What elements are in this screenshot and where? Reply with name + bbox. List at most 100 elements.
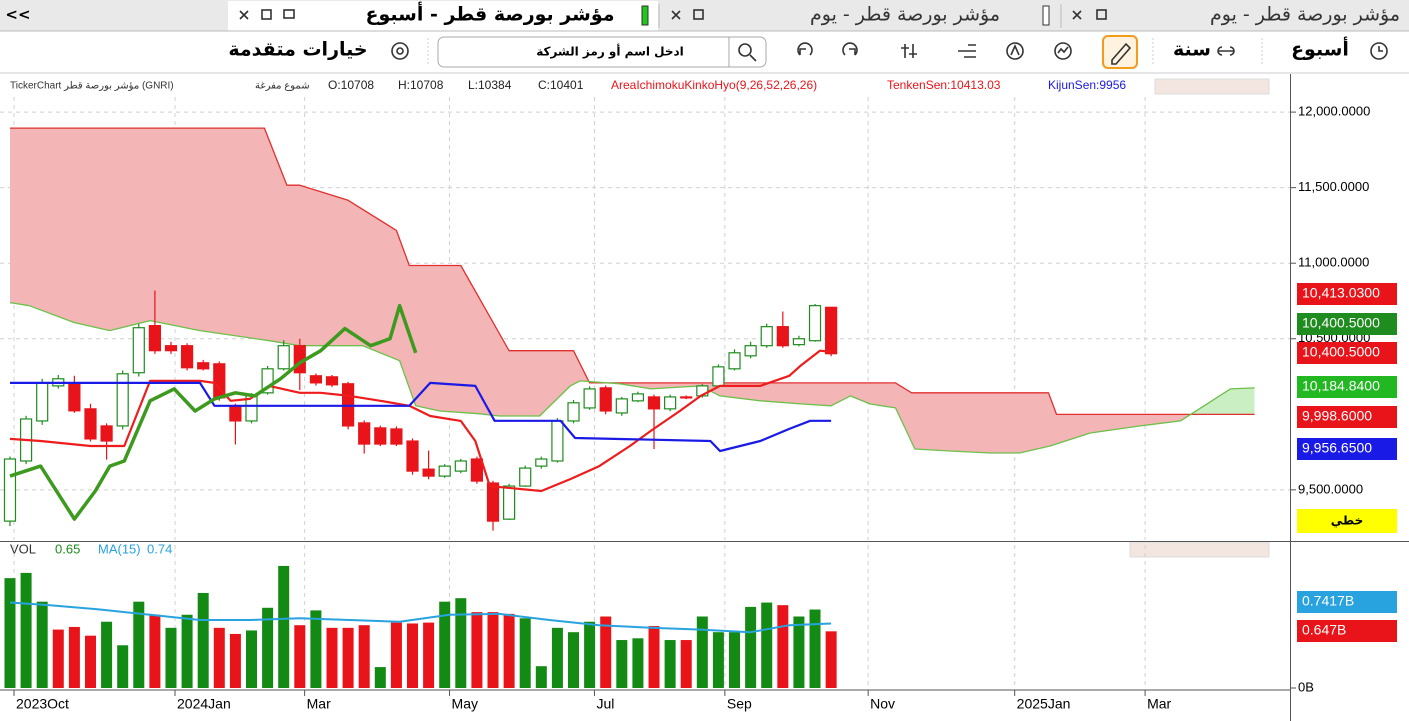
x-tick-label: 2023Oct [16, 696, 69, 712]
indicator-line [9, 349, 832, 493]
x-tick-label: 2025Jan [1017, 696, 1071, 712]
candle-body [470, 458, 484, 482]
candle-body [728, 352, 741, 370]
candle-body [36, 382, 49, 422]
price-tag [1297, 283, 1397, 305]
volume-bar [568, 632, 580, 688]
tab-color-marker [641, 5, 649, 26]
candle-body [503, 485, 516, 520]
candle-body [712, 366, 725, 387]
volume-bar [648, 626, 660, 688]
volume-bar [551, 627, 563, 688]
volume-bar [471, 612, 483, 688]
search-icon[interactable] [738, 43, 757, 62]
volume-bar [729, 632, 741, 688]
price-tag-label: 10,400.5000 [1302, 315, 1380, 331]
candle-body [760, 326, 773, 347]
x-tick-label: May [452, 696, 478, 712]
senkou-span-a [9, 301, 1255, 454]
volume-bar [133, 601, 145, 688]
candle-body [519, 467, 532, 487]
candle-body [825, 306, 838, 355]
volume-bar [52, 629, 64, 688]
range-icon[interactable] [1217, 46, 1235, 56]
tab-icons[interactable] [1072, 9, 1107, 20]
period-year[interactable]: سنة [1173, 39, 1211, 61]
indicator-line [10, 381, 832, 453]
candle-body [438, 465, 451, 477]
volume-bar [358, 625, 370, 688]
toolbar-icons[interactable] [901, 42, 1072, 60]
volume-legend-name: VOL [10, 541, 36, 556]
candle-body [68, 383, 81, 412]
x-tick-label: 2024Jan [177, 696, 231, 712]
candle-body [261, 368, 274, 394]
volume-bar [423, 622, 435, 688]
search-box[interactable] [437, 36, 767, 68]
clock-icon[interactable] [1370, 42, 1388, 60]
legend-controls [1154, 78, 1270, 95]
tab-label[interactable]: مؤشر بورصة قطر - يوم [810, 4, 1000, 26]
tab-color-marker [1042, 5, 1050, 26]
volume-bar [262, 607, 274, 688]
volume-bar [439, 601, 451, 688]
candle-body [390, 428, 403, 445]
candle-body [583, 388, 596, 409]
price-tag [1297, 376, 1397, 398]
candle-body [486, 482, 500, 522]
legend-name: TickerChart مؤشر بورصة قطر (GNRI) [10, 81, 174, 92]
candle-body [100, 425, 113, 442]
undo-redo[interactable] [797, 42, 858, 56]
collapse-button[interactable]: << [5, 6, 30, 24]
volume-bar [310, 610, 322, 688]
legend-low: L:10384 [468, 78, 512, 92]
senkou-span-b [10, 127, 1255, 416]
candle-body [358, 422, 371, 445]
legend-tenkan: TenkenSen:10413.03 [887, 78, 1001, 92]
volume-bar [20, 572, 32, 688]
tab-label[interactable]: مؤشر بورصة قطر - يوم [1210, 4, 1400, 26]
volume-bar [181, 614, 193, 688]
volume-bar [600, 616, 612, 688]
volume-legend-ma_value: 0.74 [147, 541, 172, 556]
candle-body [277, 345, 290, 370]
volume-bar [390, 622, 402, 688]
tab-active[interactable] [228, 1, 658, 31]
volume-bar [825, 631, 837, 688]
candle-body [776, 326, 789, 347]
legend-indicator: AreaIchimokuKinkoHyo(9,26,52,26,26) [611, 78, 817, 92]
advanced-options[interactable]: خيارات متقدمة [228, 39, 367, 61]
legend-high: H:10708 [398, 78, 444, 92]
volume-bar [213, 627, 225, 688]
x-tick-label: Sep [727, 696, 752, 712]
volume-bar [294, 625, 306, 688]
y-tick-label: 11,000.0000 [1298, 255, 1369, 270]
volume-bar [745, 606, 757, 688]
volume-bar [342, 627, 354, 688]
tab-label[interactable]: مؤشر بورصة قطر - أسبوع [365, 2, 614, 26]
volume-bar [503, 613, 515, 688]
line-style-label[interactable]: خطي [1331, 514, 1363, 528]
candle-body [454, 460, 467, 472]
y-tick-label: 0B [1298, 679, 1314, 694]
volume-bar [664, 640, 676, 688]
search-placeholder[interactable]: ادخل اسم أو رمز الشركة [536, 44, 684, 60]
volume-bar [696, 616, 708, 688]
tab-icons[interactable] [671, 9, 704, 20]
interval-week[interactable]: أسبوع [1291, 37, 1349, 61]
candle-body [647, 396, 661, 410]
draw-tool-icon[interactable] [1111, 42, 1132, 65]
volume-bar [278, 565, 290, 688]
volume-bar [165, 627, 177, 688]
volume-bar [809, 609, 821, 688]
gear-icon[interactable] [391, 42, 409, 60]
tab-icons[interactable] [239, 9, 295, 20]
legend-open: O:10708 [328, 78, 374, 92]
volume-bar [374, 667, 386, 688]
volume-bar [535, 666, 547, 688]
candle-body [664, 396, 677, 410]
volume-tag [1297, 591, 1397, 613]
candle-body [551, 420, 564, 462]
price-tag-label: 10,184.8400 [1302, 378, 1380, 394]
